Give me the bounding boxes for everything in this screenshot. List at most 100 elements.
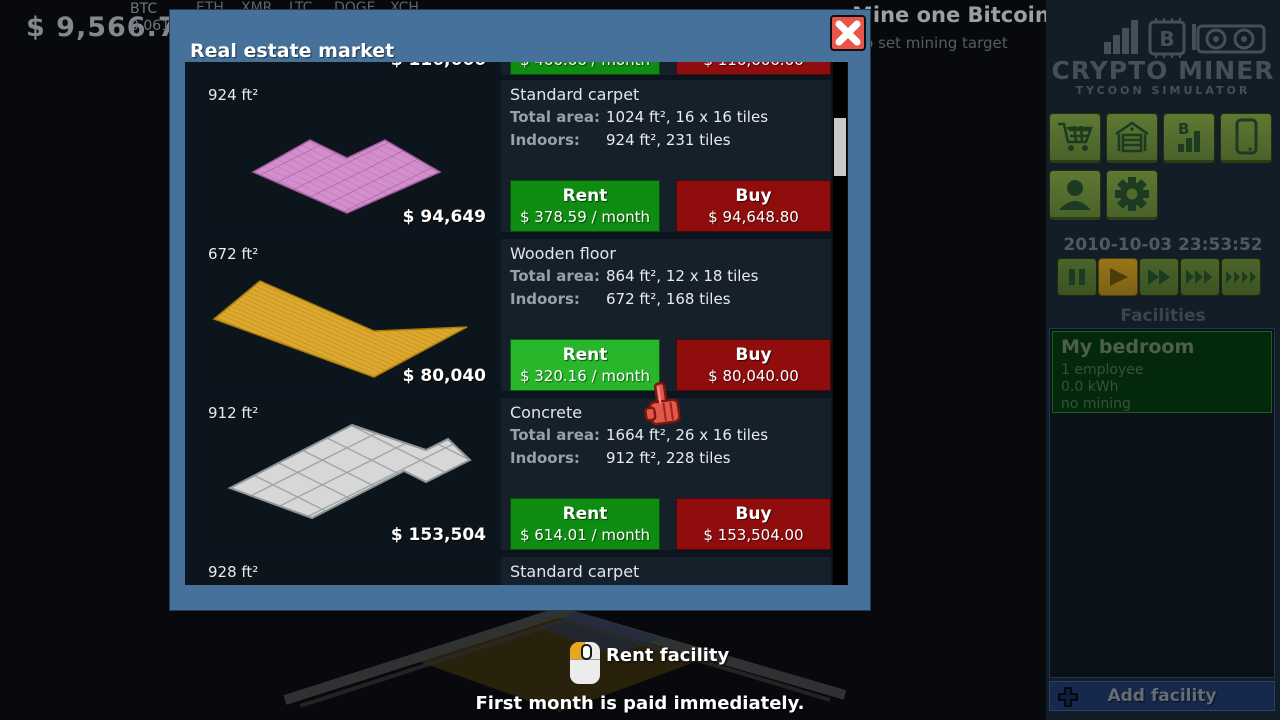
buy-label: Buy <box>735 186 772 206</box>
floor-shape-wood <box>212 280 468 378</box>
listing-area: 672 ft² <box>208 245 259 263</box>
phone-button[interactable] <box>1220 113 1272 163</box>
settings-button[interactable] <box>1106 170 1158 220</box>
listing-row-924[interactable]: 924 ft² $ 94,649 Standard carpet Total a… <box>199 80 831 232</box>
fast-forward-2-icon <box>1148 269 1170 285</box>
listing-row-clipped-top[interactable]: $ 116,666 Rent $ 466.66 / month Buy $ 11… <box>199 62 831 75</box>
floor-type: Concrete <box>510 403 583 422</box>
logo-icons: B <box>1104 18 1266 58</box>
pause-button[interactable] <box>1057 258 1097 296</box>
rent-button-hovered[interactable]: Rent $ 320.16 / month <box>510 339 660 391</box>
indoors-value: 672 ft², 168 tiles <box>606 290 731 308</box>
close-button[interactable] <box>830 15 866 51</box>
listing-price: $ 116,666 <box>391 62 486 70</box>
hand-cursor <box>644 382 681 426</box>
logo-subtitle: TYCOON SIMULATOR <box>1075 84 1251 97</box>
rent-button[interactable]: Rent $ 466.66 / month <box>510 62 660 75</box>
svg-text:B: B <box>1178 120 1189 138</box>
total-area-line: Total area: 1664 ft², 26 x 16 tiles <box>510 426 768 444</box>
listing-info: Standard carpet Total area: 1024 ft², 16 … <box>501 80 831 232</box>
mouse-left-click-icon <box>570 642 600 684</box>
add-facility-button[interactable]: Add facility <box>1049 681 1275 711</box>
listing-row-912[interactable]: 912 ft² $ 153,504 Concrete Total area: 16… <box>199 398 831 550</box>
shop-button[interactable] <box>1049 113 1101 163</box>
floor-shape-concrete <box>227 423 472 520</box>
buy-amount: $ 116,666.66 <box>703 62 803 69</box>
total-area-line: Total area: 1024 ft², 16 x 16 tiles <box>510 108 768 126</box>
listing-thumbnail: 672 ft² $ 80,040 <box>199 239 495 391</box>
speed4-button[interactable] <box>1221 258 1261 296</box>
buy-button[interactable]: Buy $ 153,504.00 <box>676 498 831 550</box>
phone-icon <box>1235 118 1258 155</box>
listing-thumbnail: 912 ft² $ 153,504 <box>199 398 495 550</box>
scrollbar-thumb[interactable] <box>834 118 846 176</box>
goal-hint: C to set mining target <box>843 34 1008 52</box>
total-area-value: 1664 ft², 26 x 16 tiles <box>606 426 769 444</box>
buy-label: Buy <box>735 504 772 524</box>
fast-forward-3-icon <box>1186 270 1212 284</box>
rent-label: Rent <box>562 504 608 524</box>
listing-info: Concrete Total area: 1664 ft², 26 x 16 ti… <box>501 398 831 550</box>
total-area-value: 1024 ft², 16 x 16 tiles <box>606 108 769 126</box>
facilities-heading: Facilities <box>1120 306 1206 326</box>
floor-type: Standard carpet <box>510 85 640 104</box>
total-area-label: Total area: <box>510 426 601 444</box>
market-chart-button[interactable]: B <box>1163 113 1215 163</box>
floor-type: Standard carpet <box>510 562 640 581</box>
btc-chart-icon: B <box>1178 120 1200 152</box>
indoors-label: Indoors: <box>510 290 580 308</box>
rent-amount: $ 466.66 / month <box>520 62 650 69</box>
listing-price: $ 80,040 <box>402 366 486 386</box>
garage-button[interactable] <box>1106 113 1158 163</box>
sidebar: B CRYPTO MINER TYCOON SI <box>1046 0 1280 720</box>
play-button[interactable] <box>1098 258 1138 296</box>
speed3-button[interactable] <box>1180 258 1220 296</box>
balance-amount: $ 9,566.79 <box>26 12 198 43</box>
add-facility-label: Add facility <box>1107 686 1217 706</box>
speed2-button[interactable] <box>1139 258 1179 296</box>
listing-area: 912 ft² <box>208 404 259 422</box>
staff-button[interactable] <box>1049 170 1101 220</box>
buy-button[interactable]: Buy $ 116,666.66 <box>676 62 831 75</box>
indoors-label: Indoors: <box>510 449 580 467</box>
listing-thumbnail: 928 ft² <box>199 557 495 585</box>
buy-button[interactable]: Buy $ 80,040.00 <box>676 339 831 391</box>
btc-chip-icon: B <box>1148 18 1186 58</box>
listing-row-clipped-bottom[interactable]: 928 ft² Standard carpet <box>199 557 831 585</box>
rent-label: Rent <box>562 345 608 365</box>
buy-button[interactable]: Buy $ 94,648.80 <box>676 180 831 232</box>
plus-icon <box>1058 687 1078 707</box>
indoors-value: 912 ft², 228 tiles <box>606 449 731 467</box>
garage-icon <box>1115 121 1149 153</box>
facility-mining: no mining <box>1061 396 1131 412</box>
logo-title: CRYPTO MINER <box>1051 56 1275 85</box>
indoors-line: Indoors: 924 ft², 231 tiles <box>510 131 731 149</box>
facility-employees: 1 employee <box>1061 362 1144 378</box>
listings-scroll-area: $ 116,666 Rent $ 466.66 / month Buy $ 11… <box>185 62 848 585</box>
rent-button[interactable]: Rent $ 378.59 / month <box>510 180 660 232</box>
listing-thumbnail: 924 ft² $ 94,649 <box>199 80 495 232</box>
rent-button[interactable]: Rent $ 614.01 / month <box>510 498 660 550</box>
cart-icon <box>1058 122 1093 151</box>
person-icon <box>1059 180 1091 210</box>
listing-area: 928 ft² <box>208 563 259 581</box>
listing-info: Wooden floor Total area: 864 ft², 12 x 18… <box>501 239 831 391</box>
indoors-line: Indoors: 912 ft², 228 tiles <box>510 449 731 467</box>
buy-amount: $ 94,648.80 <box>708 208 799 226</box>
game-datetime: 2010-10-03 23:53:52 <box>1063 235 1263 255</box>
rent-label: Rent <box>562 186 608 206</box>
gear-icon <box>1115 177 1149 211</box>
indoors-value: 924 ft², 231 tiles <box>606 131 731 149</box>
scrollbar[interactable] <box>833 62 847 585</box>
total-area-label: Total area: <box>510 267 601 285</box>
btc-amount: 0.0613 <box>130 18 179 34</box>
total-area-value: 864 ft², 12 x 18 tiles <box>606 267 759 285</box>
listing-price: $ 94,649 <box>402 207 486 227</box>
action-hint-note: First month is paid immediately. <box>475 693 805 714</box>
btc-symbol: BTC <box>130 1 158 17</box>
real-estate-market-dialog: Real estate market $ 116,666 Rent $ 466.… <box>170 10 870 610</box>
listing-row-672[interactable]: 672 ft² $ 80,040 Wooden floor Total area… <box>199 239 831 391</box>
facility-power: 0.0 kWh <box>1061 379 1119 395</box>
rent-amount: $ 378.59 / month <box>519 208 651 226</box>
facility-item-my-bedroom[interactable]: My bedroom 1 employee 0.0 kWh no mining <box>1052 331 1272 413</box>
